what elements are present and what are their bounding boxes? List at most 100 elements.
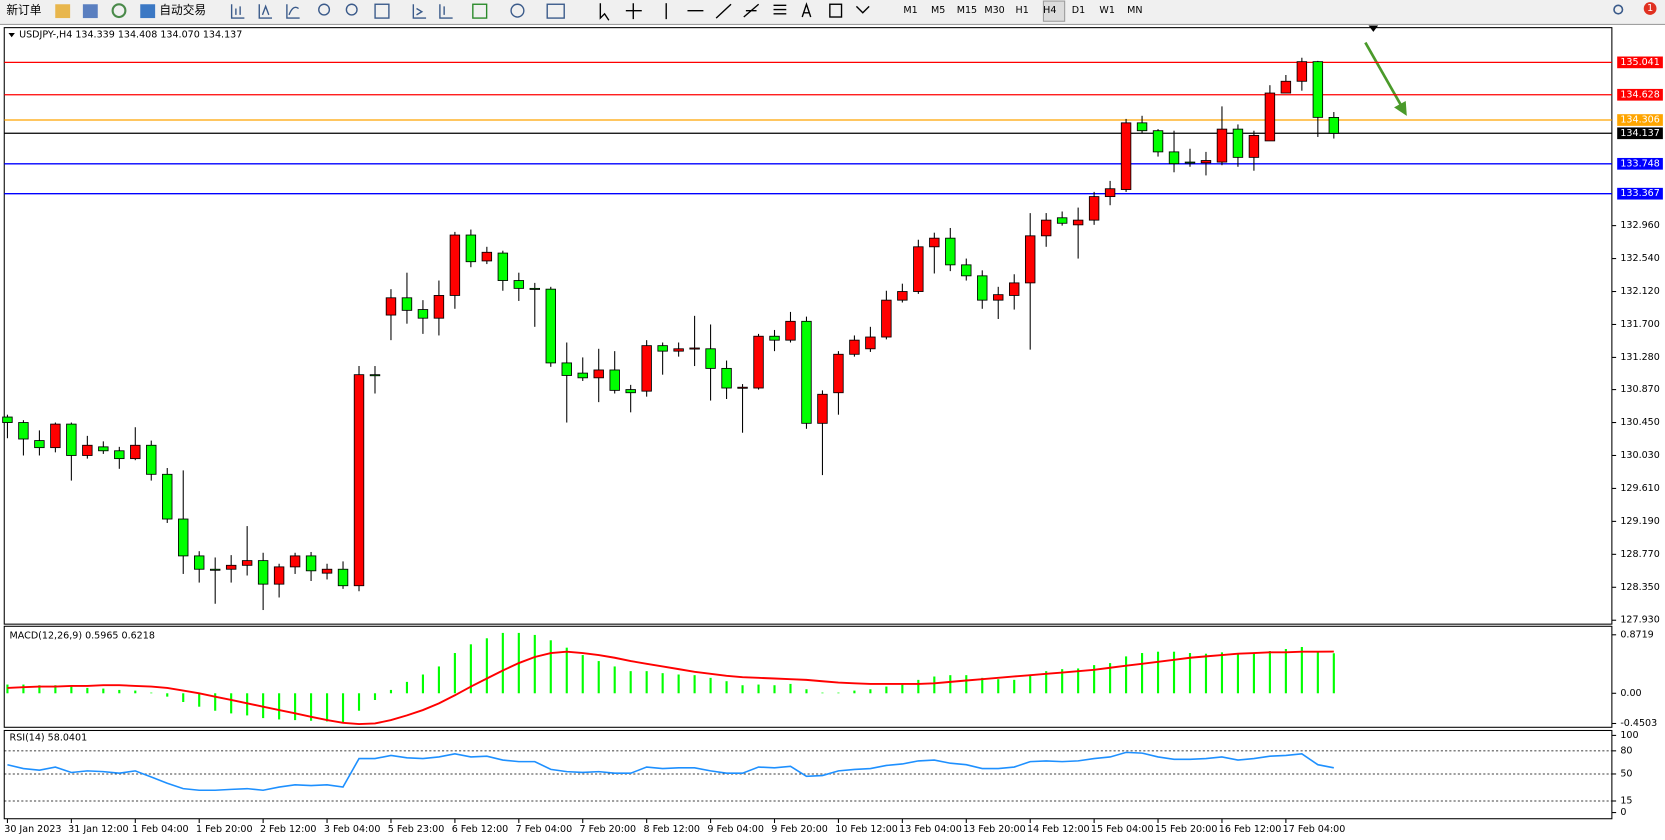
x-tick-label: 17 Feb 04:00 xyxy=(1283,824,1346,835)
icon[interactable] xyxy=(55,4,71,19)
candle-body xyxy=(865,336,876,350)
y-tick-label: 130.450 xyxy=(1620,417,1659,428)
macd-bar xyxy=(1013,679,1016,694)
timeframe-button[interactable]: M15 xyxy=(957,5,977,16)
text-icon[interactable] xyxy=(801,2,812,18)
candle-body xyxy=(273,566,285,585)
macd-bar xyxy=(661,673,664,694)
candle-body xyxy=(673,348,684,352)
macd-bar xyxy=(997,679,1000,694)
x-tick-label: 13 Feb 20:00 xyxy=(963,824,1026,835)
cursor-icon[interactable] xyxy=(599,3,610,21)
candle-body xyxy=(2,416,13,423)
candle-body xyxy=(497,252,509,281)
macd-bar xyxy=(869,689,872,694)
candle-body xyxy=(513,280,525,289)
candle-body xyxy=(945,237,956,266)
candle-body xyxy=(18,422,29,440)
candle-body xyxy=(1152,130,1164,153)
candle-body xyxy=(481,251,493,262)
candle-body xyxy=(50,423,61,449)
macd-bar xyxy=(22,684,25,694)
candle-body xyxy=(961,264,972,277)
candle-body xyxy=(1232,128,1244,158)
notification-badge[interactable] xyxy=(1643,2,1657,15)
rsi-title: RSI(14) 58.0401 xyxy=(10,732,88,743)
auto-trading-icon[interactable] xyxy=(140,4,156,19)
macd-bar xyxy=(294,693,297,721)
timeframe-button[interactable]: D1 xyxy=(1072,5,1085,16)
icon[interactable] xyxy=(230,4,245,19)
macd-bar xyxy=(1332,653,1335,694)
timeframe-button[interactable]: W1 xyxy=(1099,5,1115,16)
trendline-icon[interactable] xyxy=(715,3,732,19)
icon[interactable] xyxy=(510,3,525,18)
icon[interactable] xyxy=(318,3,331,16)
fibo-icon[interactable] xyxy=(773,4,787,15)
candle-body xyxy=(1200,160,1212,164)
new-order-button[interactable]: 新订单 xyxy=(6,3,41,17)
icon[interactable] xyxy=(286,4,300,19)
level-label: 134.628 xyxy=(1620,89,1659,100)
candle-body xyxy=(689,347,700,350)
timeframe-button[interactable]: H1 xyxy=(1016,5,1029,16)
macd-bar xyxy=(102,688,105,694)
candle-body xyxy=(82,444,93,456)
icon[interactable] xyxy=(82,4,98,19)
macd-bar xyxy=(597,661,600,694)
x-tick-label: 30 Jan 2023 xyxy=(4,824,61,835)
icon[interactable] xyxy=(546,3,565,19)
macd-bar xyxy=(725,681,728,694)
label-icon[interactable] xyxy=(829,3,843,18)
x-tick-label: 7 Feb 04:00 xyxy=(516,824,573,835)
macd-bar xyxy=(789,683,792,694)
timeframe-button[interactable]: MN xyxy=(1127,5,1142,16)
y-tick-label: 129.190 xyxy=(1620,516,1659,527)
icon[interactable] xyxy=(439,4,453,19)
timeframe-button[interactable]: M1 xyxy=(903,5,917,16)
level-label: 134.306 xyxy=(1620,115,1659,126)
search-icon[interactable] xyxy=(1613,4,1624,15)
candle-body xyxy=(401,297,413,311)
macd-bar xyxy=(453,653,456,694)
macd-bar xyxy=(949,675,952,694)
icon[interactable] xyxy=(472,3,488,19)
candle-body xyxy=(769,335,780,341)
y-tick-label: 130.870 xyxy=(1620,384,1659,395)
channel-icon[interactable] xyxy=(743,3,760,18)
symbol-menu-icon[interactable] xyxy=(8,32,15,38)
x-tick-label: 1 Feb 04:00 xyxy=(132,824,189,835)
rsi-line xyxy=(7,751,1334,792)
macd-bar xyxy=(853,690,856,694)
candle-body xyxy=(561,362,572,376)
candle-body xyxy=(114,450,125,460)
macd-bar xyxy=(501,632,504,694)
candle-body xyxy=(609,369,620,391)
candle-body xyxy=(353,374,365,587)
candle-body xyxy=(529,287,541,290)
macd-bar xyxy=(773,685,776,694)
candle-body xyxy=(1056,217,1068,224)
macd-bar xyxy=(70,686,73,694)
macd-bar xyxy=(693,675,696,694)
x-tick-label: 15 Feb 20:00 xyxy=(1155,824,1218,835)
icon[interactable] xyxy=(258,4,273,19)
timeframe-button[interactable]: M5 xyxy=(931,5,945,16)
crosshair-icon[interactable] xyxy=(625,3,642,20)
macd-panel xyxy=(3,625,1613,728)
candle-body xyxy=(753,335,764,389)
chart-shift-marker xyxy=(1368,25,1379,32)
arrows-icon[interactable] xyxy=(855,5,870,14)
candle-body xyxy=(993,294,1004,301)
macd-bar xyxy=(933,676,936,694)
candle-body xyxy=(897,291,908,301)
icon[interactable] xyxy=(412,4,427,19)
candle-body xyxy=(369,374,381,377)
timeframe-button[interactable]: M30 xyxy=(984,5,1004,16)
timeframe-button[interactable]: H4 xyxy=(1043,5,1056,16)
icon[interactable] xyxy=(374,3,390,19)
candle-body xyxy=(385,297,397,316)
icon[interactable] xyxy=(111,3,127,19)
auto-trading-button[interactable]: 自动交易 xyxy=(159,3,206,17)
icon[interactable] xyxy=(345,3,358,16)
